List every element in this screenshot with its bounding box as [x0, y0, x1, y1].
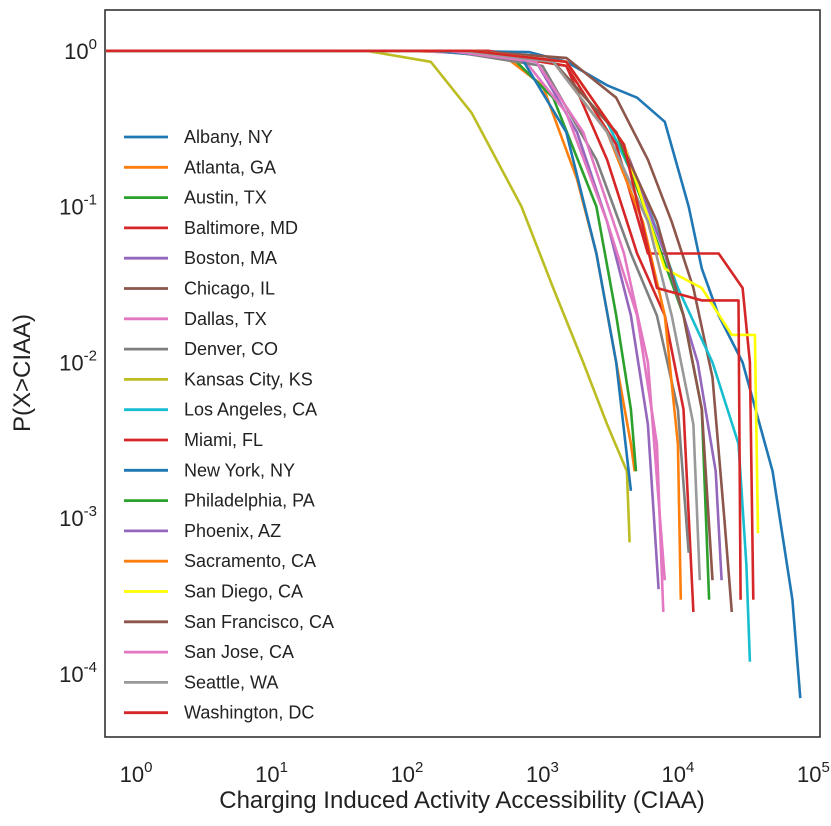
legend-entry-16: San Francisco, CA [184, 612, 334, 632]
y-tick-label-1: 10-1 [59, 192, 97, 220]
legend-entry-17: San Jose, CA [184, 642, 294, 662]
legend-entry-11: New York, NY [184, 460, 295, 480]
legend-entry-13: Phoenix, AZ [184, 521, 281, 541]
legend-entry-12: Philadelphia, PA [184, 491, 315, 511]
legend-entry-14: Sacramento, CA [184, 551, 316, 571]
legend-entry-0: Albany, NY [184, 127, 273, 147]
y-tick-label-3: 10-3 [59, 503, 97, 531]
legend: Albany, NY Atlanta, GA Austin, TX Baltimore… [124, 127, 334, 723]
series-line-19 [106, 49, 742, 600]
x-tick-label-3: 103 [526, 759, 559, 787]
x-tick-label-0: 100 [120, 759, 153, 787]
legend-entry-9: Los Angeles, CA [184, 400, 317, 420]
legend-entry-6: Dallas, TX [184, 309, 267, 329]
legend-entry-18: Seattle, WA [184, 672, 278, 692]
y-tick-label-0: 100 [64, 36, 97, 64]
legend-entry-4: Boston, MA [184, 248, 277, 268]
plot-frame [104, 9, 821, 738]
x-tick-label-4: 104 [662, 759, 695, 787]
x-axis-label: Charging Induced Activity Accessibility … [219, 787, 705, 814]
series-line-5 [106, 49, 734, 613]
y-tick-labels: 100 10-1 10-2 10-3 10-4 [59, 36, 97, 687]
legend-entry-8: Kansas City, KS [184, 369, 313, 389]
series-line-11 [106, 49, 633, 491]
y-tick-label-4: 10-4 [59, 659, 97, 687]
x-tick-labels: 100 101 102 103 104 105 [120, 759, 830, 787]
series-line-8 [106, 49, 631, 543]
y-axis-label: P(X>CIAA) [9, 314, 36, 432]
legend-entry-15: San Diego, CA [184, 582, 303, 602]
legend-entry-5: Chicago, IL [184, 279, 275, 299]
x-tick-label-1: 101 [255, 759, 288, 787]
series-lines [106, 49, 802, 699]
legend-entry-19: Washington, DC [184, 703, 314, 723]
legend-entry-7: Denver, CO [184, 339, 278, 359]
legend-entry-1: Atlanta, GA [184, 157, 276, 177]
legend-entry-10: Miami, FL [184, 430, 263, 450]
x-tick-label-2: 102 [391, 759, 424, 787]
x-tick-label-5: 105 [797, 759, 830, 787]
legend-entry-2: Austin, TX [184, 188, 267, 208]
y-tick-label-2: 10-2 [59, 347, 97, 375]
legend-entry-3: Baltimore, MD [184, 218, 298, 238]
series-line-0 [106, 49, 802, 699]
